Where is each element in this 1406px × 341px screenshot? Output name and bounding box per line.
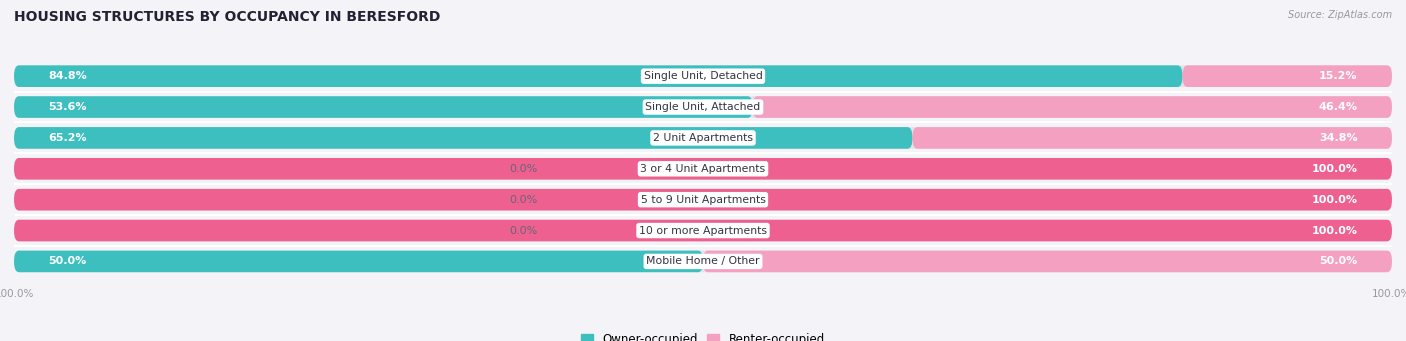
FancyBboxPatch shape <box>752 96 1392 118</box>
FancyBboxPatch shape <box>14 96 752 118</box>
FancyBboxPatch shape <box>14 96 1392 118</box>
Text: 65.2%: 65.2% <box>48 133 87 143</box>
Text: 46.4%: 46.4% <box>1319 102 1358 112</box>
FancyBboxPatch shape <box>14 127 912 149</box>
Text: 2 Unit Apartments: 2 Unit Apartments <box>652 133 754 143</box>
Text: 0.0%: 0.0% <box>509 164 537 174</box>
FancyBboxPatch shape <box>14 127 1392 149</box>
FancyBboxPatch shape <box>14 158 1392 180</box>
Text: 50.0%: 50.0% <box>1319 256 1358 266</box>
Text: 100.0%: 100.0% <box>1312 195 1358 205</box>
Text: 0.0%: 0.0% <box>509 225 537 236</box>
FancyBboxPatch shape <box>14 220 1392 241</box>
Text: Mobile Home / Other: Mobile Home / Other <box>647 256 759 266</box>
FancyBboxPatch shape <box>14 189 1392 210</box>
FancyBboxPatch shape <box>14 189 1392 210</box>
FancyBboxPatch shape <box>14 158 1392 180</box>
Text: HOUSING STRUCTURES BY OCCUPANCY IN BERESFORD: HOUSING STRUCTURES BY OCCUPANCY IN BERES… <box>14 10 440 24</box>
Text: 50.0%: 50.0% <box>48 256 87 266</box>
Legend: Owner-occupied, Renter-occupied: Owner-occupied, Renter-occupied <box>576 328 830 341</box>
Text: 100.0%: 100.0% <box>1312 164 1358 174</box>
Text: 15.2%: 15.2% <box>1319 71 1358 81</box>
Text: Source: ZipAtlas.com: Source: ZipAtlas.com <box>1288 10 1392 20</box>
Text: 84.8%: 84.8% <box>48 71 87 81</box>
Text: Single Unit, Detached: Single Unit, Detached <box>644 71 762 81</box>
Text: 34.8%: 34.8% <box>1319 133 1358 143</box>
FancyBboxPatch shape <box>14 65 1392 87</box>
Text: Single Unit, Attached: Single Unit, Attached <box>645 102 761 112</box>
FancyBboxPatch shape <box>14 220 1392 241</box>
FancyBboxPatch shape <box>14 251 1392 272</box>
FancyBboxPatch shape <box>1182 65 1392 87</box>
FancyBboxPatch shape <box>703 251 1392 272</box>
Text: 53.6%: 53.6% <box>48 102 87 112</box>
Text: 100.0%: 100.0% <box>1312 225 1358 236</box>
FancyBboxPatch shape <box>912 127 1392 149</box>
FancyBboxPatch shape <box>14 251 703 272</box>
Text: 3 or 4 Unit Apartments: 3 or 4 Unit Apartments <box>641 164 765 174</box>
Text: 0.0%: 0.0% <box>509 195 537 205</box>
Text: 10 or more Apartments: 10 or more Apartments <box>638 225 768 236</box>
FancyBboxPatch shape <box>14 65 1182 87</box>
Text: 5 to 9 Unit Apartments: 5 to 9 Unit Apartments <box>641 195 765 205</box>
